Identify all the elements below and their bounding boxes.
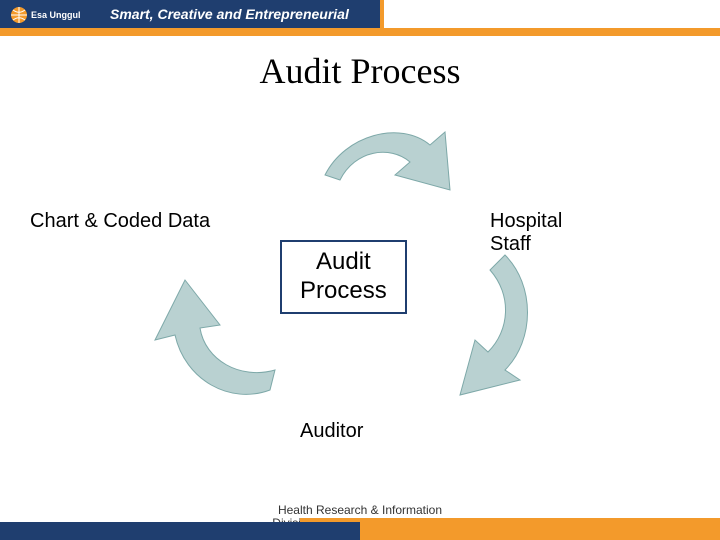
cycle-arrow-right [420,250,540,400]
header-white-panel [380,0,720,28]
cycle-arrow-left [150,270,300,410]
tagline-text: Smart, Creative and Entrepreneurial [110,6,349,22]
cycle-diagram: Chart & Coded Data Hospital Staff Audito… [120,120,600,480]
footer-blue-strip [0,522,360,540]
logo-text: Esa Unggul [31,10,81,20]
cycle-arrow-top [310,120,460,210]
cycle-label-left: Chart & Coded Data [30,210,210,233]
cycle-center-box: Audit Process [280,240,407,314]
footer-orange-strip [300,518,720,540]
slide: Esa Unggul Smart, Creative and Entrepren… [0,0,720,540]
header-orange-strip [0,28,720,36]
cycle-label-bottom: Auditor [300,420,363,443]
slide-title: Audit Process [0,50,720,92]
center-line2: Process [300,277,387,306]
university-logo: Esa Unggul [10,4,100,26]
footer-bar [0,514,720,540]
globe-icon [10,6,28,24]
center-line1: Audit [300,248,387,277]
cycle-label-right: Hospital Staff [490,210,600,256]
header-bar: Esa Unggul Smart, Creative and Entrepren… [0,0,720,40]
